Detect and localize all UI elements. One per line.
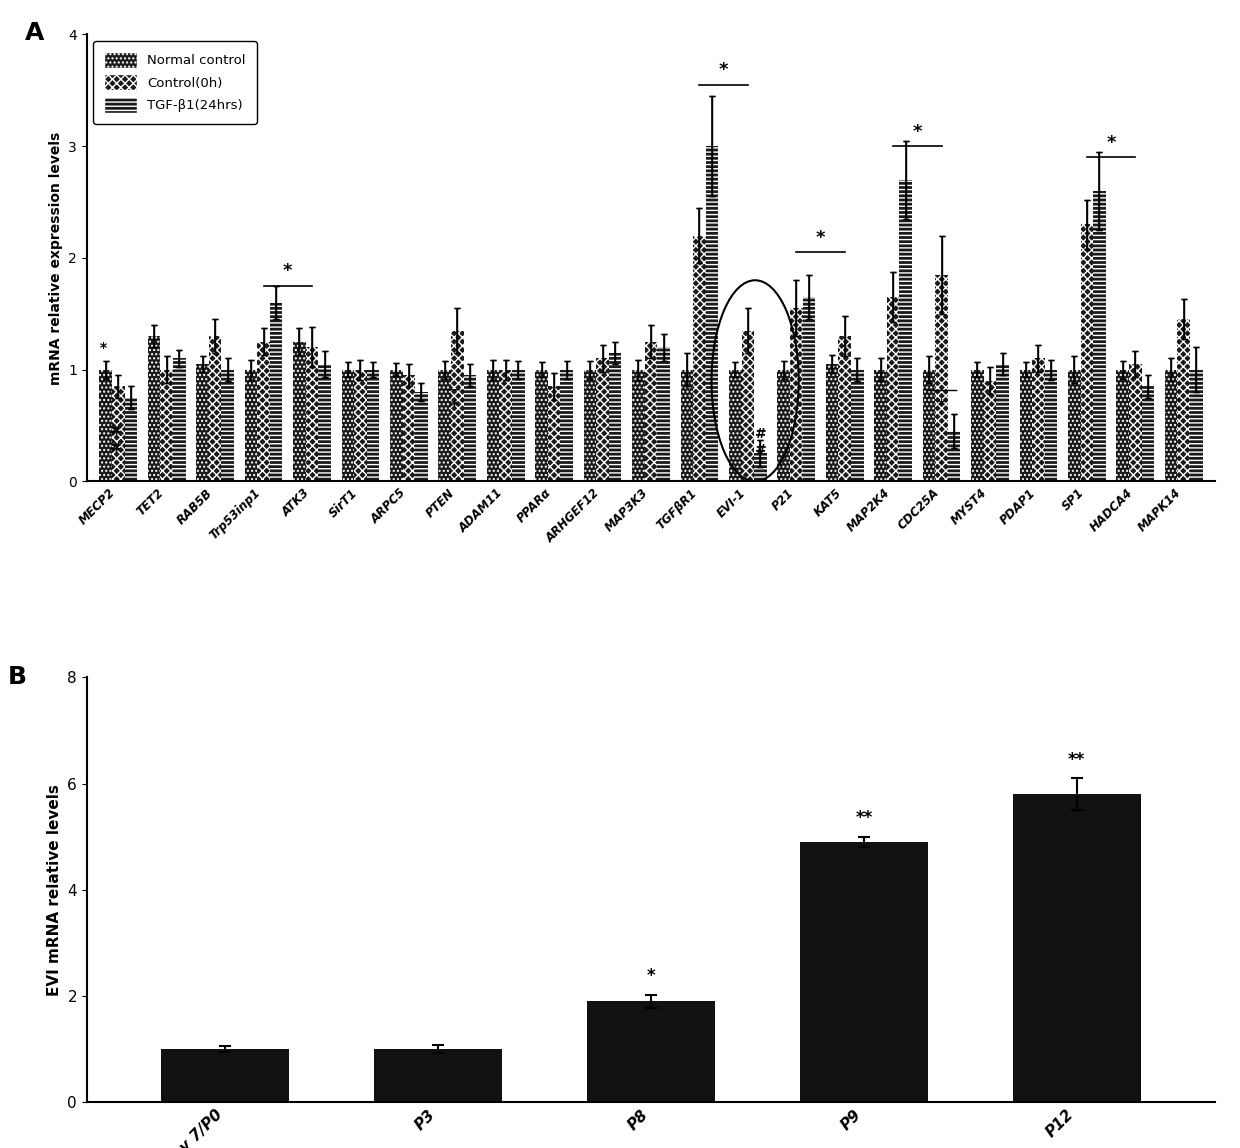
Bar xyxy=(1080,224,1094,481)
Bar xyxy=(935,274,947,481)
Text: *: * xyxy=(719,61,728,79)
Bar xyxy=(500,370,512,481)
Bar xyxy=(196,364,208,481)
Text: *: * xyxy=(647,968,655,985)
Bar xyxy=(971,370,983,481)
Bar xyxy=(512,370,525,481)
Bar xyxy=(800,841,928,1102)
Bar xyxy=(355,370,367,481)
Text: A: A xyxy=(25,21,45,45)
Bar xyxy=(790,308,802,481)
Bar xyxy=(389,370,403,481)
Legend: Normal control, Control(0h), TGF-β1(24hrs): Normal control, Control(0h), TGF-β1(24hr… xyxy=(93,41,257,124)
Bar xyxy=(1128,364,1142,481)
Bar xyxy=(439,370,451,481)
Bar xyxy=(244,370,257,481)
Bar xyxy=(403,375,415,481)
Text: #: # xyxy=(110,424,122,439)
Bar xyxy=(609,352,621,481)
Text: *: * xyxy=(913,123,923,140)
Bar xyxy=(693,235,706,481)
Bar xyxy=(293,342,306,481)
Bar xyxy=(1116,370,1128,481)
Bar xyxy=(270,303,283,481)
Bar xyxy=(148,336,160,481)
Bar xyxy=(161,1049,289,1102)
Bar xyxy=(983,381,996,481)
Bar xyxy=(1164,370,1178,481)
Text: **: ** xyxy=(856,809,873,828)
Bar xyxy=(645,342,657,481)
Bar xyxy=(451,331,464,481)
Text: *: * xyxy=(283,262,293,280)
Bar xyxy=(777,370,790,481)
Bar xyxy=(1178,319,1190,481)
Bar xyxy=(341,370,355,481)
Bar xyxy=(319,364,331,481)
Bar xyxy=(487,370,500,481)
Bar xyxy=(596,358,609,481)
Bar xyxy=(367,370,379,481)
Bar xyxy=(947,432,961,481)
Bar xyxy=(124,397,138,481)
Bar xyxy=(1142,387,1154,481)
Bar xyxy=(996,364,1009,481)
Text: *: * xyxy=(816,228,826,247)
Bar xyxy=(657,348,670,481)
Text: *: * xyxy=(100,341,108,355)
Bar xyxy=(536,370,548,481)
Bar xyxy=(1045,370,1058,481)
Bar xyxy=(874,370,887,481)
Bar xyxy=(99,370,112,481)
Bar xyxy=(754,453,766,481)
Bar xyxy=(899,180,913,481)
Bar xyxy=(306,348,319,481)
Bar xyxy=(415,391,428,481)
Bar xyxy=(174,358,186,481)
Bar xyxy=(464,375,476,481)
Text: #: # xyxy=(755,427,766,442)
Bar xyxy=(681,370,693,481)
Bar xyxy=(802,297,815,481)
Bar xyxy=(851,370,863,481)
Bar xyxy=(160,370,174,481)
Bar xyxy=(1013,794,1141,1102)
Bar xyxy=(1019,370,1032,481)
Text: *: * xyxy=(450,398,458,412)
Text: #: # xyxy=(110,441,122,455)
Text: *: * xyxy=(1106,134,1116,152)
Bar xyxy=(1094,191,1106,481)
Bar xyxy=(1032,358,1045,481)
Bar xyxy=(729,370,742,481)
Bar xyxy=(1190,370,1203,481)
Text: #: # xyxy=(755,443,766,457)
Text: B: B xyxy=(7,665,27,689)
Bar xyxy=(560,370,573,481)
Bar xyxy=(923,370,935,481)
Bar xyxy=(632,370,645,481)
Bar xyxy=(838,336,851,481)
Y-axis label: EVI mRNA relative levels: EVI mRNA relative levels xyxy=(47,784,62,995)
Bar xyxy=(208,336,222,481)
Bar xyxy=(548,387,560,481)
Text: *: * xyxy=(937,398,945,412)
Bar xyxy=(887,297,899,481)
Text: **: ** xyxy=(1068,751,1085,769)
Bar xyxy=(112,387,124,481)
Bar xyxy=(587,1001,715,1102)
Y-axis label: mRNA relative expression levels: mRNA relative expression levels xyxy=(48,131,63,385)
Bar xyxy=(1068,370,1080,481)
Bar xyxy=(222,370,234,481)
Bar xyxy=(374,1049,502,1102)
Bar xyxy=(584,370,596,481)
Bar xyxy=(742,331,754,481)
Bar xyxy=(706,146,718,481)
Bar xyxy=(826,364,838,481)
Bar xyxy=(257,342,270,481)
